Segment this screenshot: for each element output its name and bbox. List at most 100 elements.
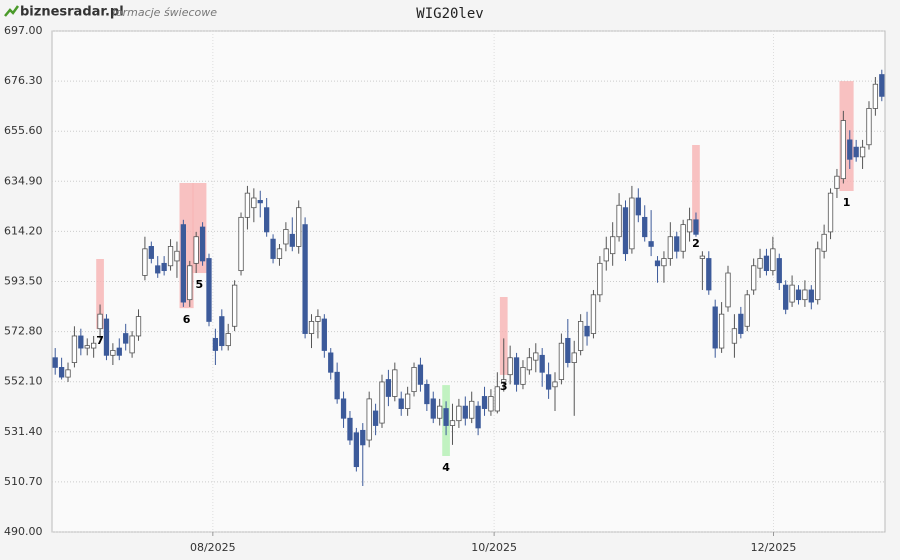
candle-body bbox=[693, 219, 699, 235]
candle-body bbox=[616, 204, 622, 238]
candle-body bbox=[821, 233, 827, 252]
y-tick-label: 531.40 bbox=[4, 425, 43, 438]
candle-body bbox=[289, 233, 295, 247]
candle-body bbox=[680, 224, 686, 252]
candle-body bbox=[558, 342, 565, 380]
candle-body bbox=[654, 260, 661, 267]
candle-body bbox=[462, 405, 468, 419]
candle-body bbox=[78, 335, 84, 349]
candle-body bbox=[417, 364, 424, 385]
candle-body bbox=[167, 246, 174, 267]
candle-body bbox=[763, 255, 770, 272]
candle-body bbox=[199, 226, 206, 262]
candle-body bbox=[385, 379, 392, 397]
candle-body bbox=[347, 417, 353, 441]
candle-body bbox=[353, 432, 360, 468]
subtitle: formacje świecowe bbox=[112, 6, 217, 19]
y-tick-label: 490.00 bbox=[4, 525, 43, 538]
candle-body bbox=[770, 248, 776, 272]
candle-body bbox=[674, 236, 680, 252]
candle-body bbox=[757, 258, 763, 269]
candle-body bbox=[123, 333, 129, 344]
candle-body bbox=[776, 258, 782, 284]
pattern-highlight bbox=[499, 296, 508, 375]
candle-body bbox=[847, 139, 853, 160]
candle-body bbox=[872, 83, 879, 109]
candle-body bbox=[533, 352, 539, 361]
candle-body bbox=[731, 328, 738, 344]
logo-icon bbox=[4, 5, 20, 17]
pattern-label: 7 bbox=[96, 334, 104, 347]
candle-body bbox=[577, 321, 584, 351]
candle-body bbox=[494, 386, 500, 412]
candle-body bbox=[270, 238, 276, 259]
candle-body bbox=[712, 306, 718, 349]
candle-body bbox=[815, 248, 821, 301]
candle-body bbox=[135, 316, 142, 337]
candle-body bbox=[738, 313, 744, 334]
candle-body bbox=[552, 381, 558, 388]
candle-body bbox=[834, 175, 840, 189]
candle-body bbox=[58, 367, 65, 378]
candle-body bbox=[129, 335, 135, 354]
y-tick-label: 655.60 bbox=[4, 124, 43, 137]
candle-body bbox=[513, 357, 520, 385]
y-tick-label: 572.80 bbox=[4, 325, 43, 338]
candle-body bbox=[571, 352, 577, 363]
candle-body bbox=[328, 352, 334, 373]
candle-body bbox=[584, 325, 590, 337]
candle-body bbox=[661, 258, 667, 267]
candle-body bbox=[853, 146, 859, 158]
candle-body bbox=[404, 393, 411, 409]
candle-body bbox=[635, 197, 641, 216]
candle-body bbox=[424, 383, 430, 405]
candle-body bbox=[97, 313, 103, 330]
candle-body bbox=[789, 284, 795, 303]
candle-body bbox=[488, 396, 494, 412]
candle-body bbox=[283, 229, 289, 245]
candle-body bbox=[244, 192, 251, 218]
candle-body bbox=[866, 108, 872, 146]
y-tick-label: 614.20 bbox=[4, 224, 43, 237]
candle-body bbox=[411, 367, 417, 393]
candle-body bbox=[469, 400, 475, 419]
candle-body bbox=[808, 289, 814, 303]
candle-body bbox=[718, 313, 725, 349]
candle-body bbox=[103, 318, 110, 356]
candle-body bbox=[379, 381, 385, 424]
candle-body bbox=[475, 405, 481, 429]
candle-body bbox=[597, 262, 603, 296]
candle-body bbox=[360, 429, 366, 446]
brand: biznesradar.pl bbox=[20, 5, 124, 20]
candle-body bbox=[783, 284, 789, 310]
candle-body bbox=[315, 316, 321, 322]
candle-body bbox=[225, 333, 231, 347]
y-tick-label: 634.90 bbox=[4, 174, 43, 187]
candle-body bbox=[481, 396, 488, 409]
candle-body bbox=[264, 207, 270, 233]
candle-body bbox=[622, 207, 629, 255]
candle-body bbox=[648, 241, 654, 247]
candle-body bbox=[686, 219, 693, 233]
y-tick-label: 676.30 bbox=[4, 74, 43, 87]
y-tick-label: 552.10 bbox=[4, 375, 43, 388]
candle-body bbox=[372, 410, 379, 426]
pattern-label: 5 bbox=[196, 278, 204, 291]
candle-body bbox=[366, 398, 372, 441]
candle-body bbox=[437, 405, 443, 419]
pattern-label: 6 bbox=[183, 313, 191, 326]
candle-body bbox=[539, 354, 545, 373]
candle-body bbox=[257, 200, 263, 204]
candle-body bbox=[155, 265, 161, 274]
candle-body bbox=[827, 192, 834, 233]
candle-body bbox=[52, 357, 58, 368]
candle-body bbox=[744, 294, 750, 327]
candle-body bbox=[750, 265, 757, 291]
candle-body bbox=[667, 236, 673, 259]
candle-body bbox=[219, 316, 225, 347]
candle-body bbox=[308, 321, 315, 334]
candle-body bbox=[879, 74, 885, 97]
candle-body bbox=[206, 258, 212, 322]
candle-body bbox=[110, 350, 116, 356]
